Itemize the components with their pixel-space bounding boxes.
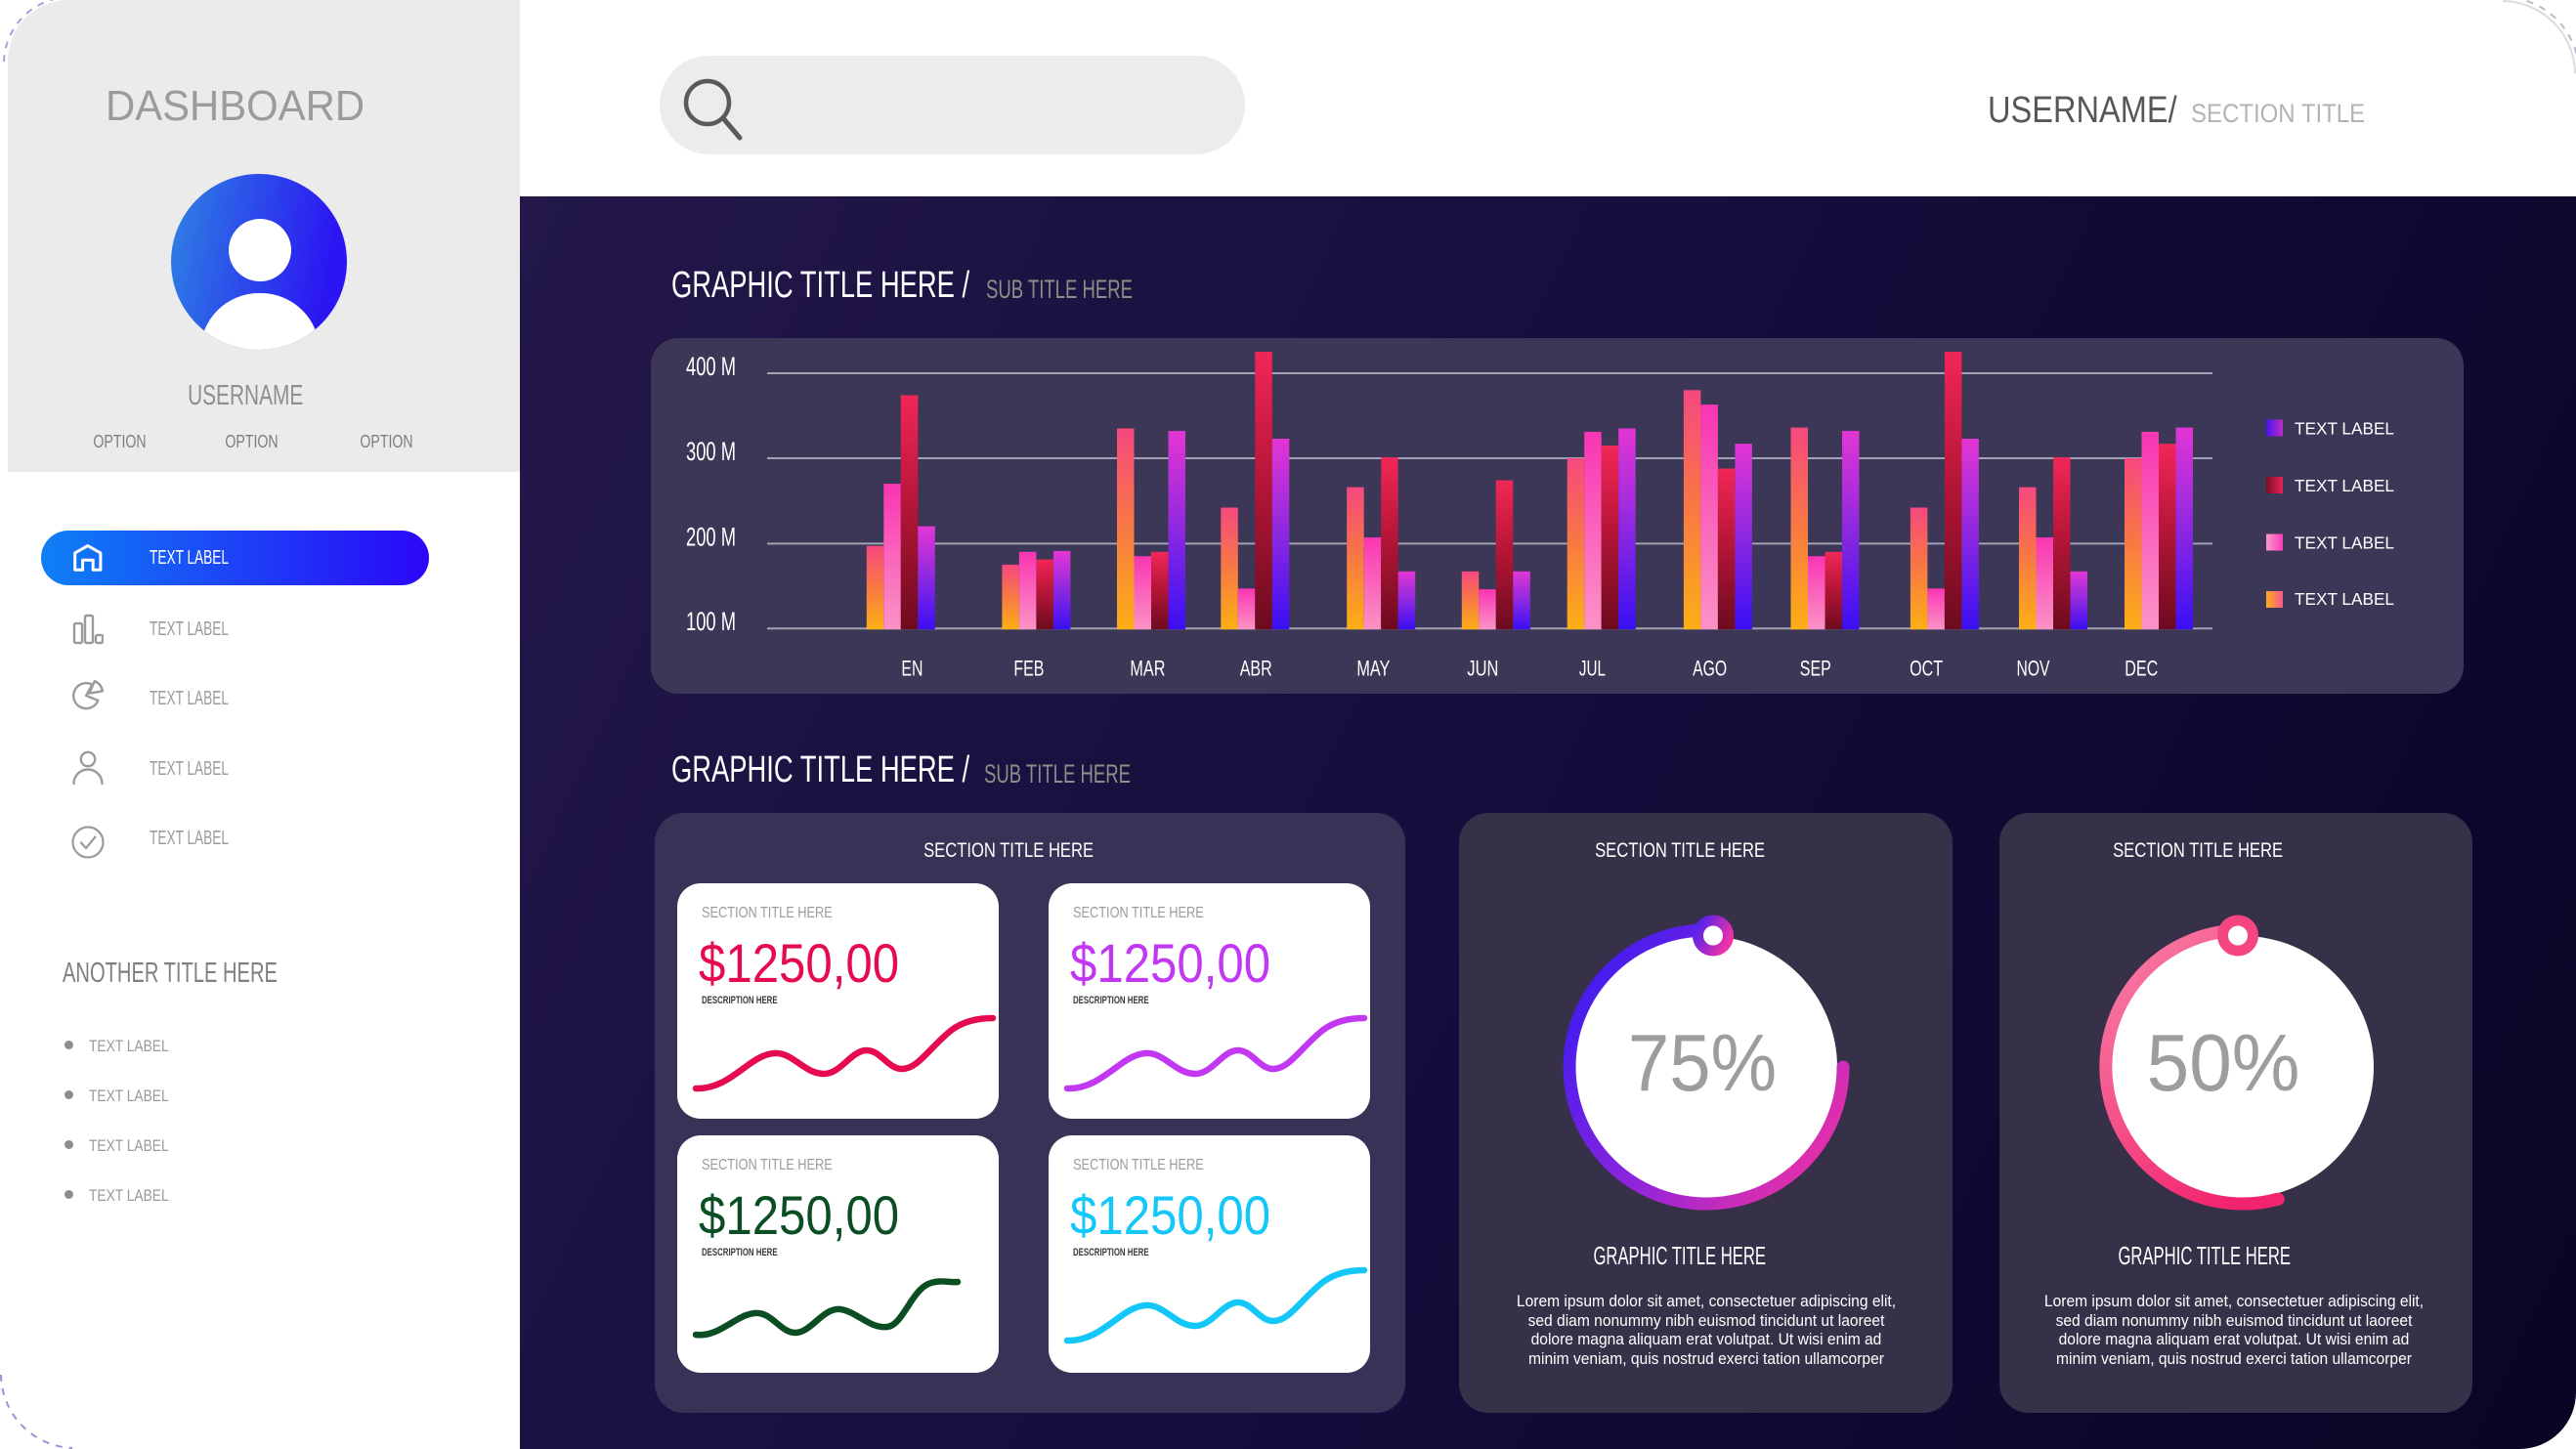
svg-text:TEXT LABEL: TEXT LABEL xyxy=(2295,533,2394,552)
svg-text:ABR: ABR xyxy=(1240,657,1272,681)
svg-text:TEXT LABEL: TEXT LABEL xyxy=(2295,476,2394,495)
svg-text:TEXT LABEL: TEXT LABEL xyxy=(2295,589,2394,609)
svg-text:EN: EN xyxy=(901,657,923,681)
svg-text:MAY: MAY xyxy=(1356,657,1390,681)
svg-text:MAR: MAR xyxy=(1130,657,1165,681)
svg-text:JUL: JUL xyxy=(1579,657,1606,681)
svg-text:400 M: 400 M xyxy=(686,352,736,381)
svg-text:300 M: 300 M xyxy=(686,437,736,466)
svg-text:SEP: SEP xyxy=(1800,657,1831,681)
svg-text:100 M: 100 M xyxy=(686,607,736,636)
svg-text:JUN: JUN xyxy=(1467,657,1498,681)
svg-text:DEC: DEC xyxy=(2125,657,2158,681)
svg-text:AGO: AGO xyxy=(1693,657,1727,681)
svg-text:FEB: FEB xyxy=(1013,657,1044,681)
svg-text:NOV: NOV xyxy=(2017,657,2050,681)
svg-text:OCT: OCT xyxy=(1910,657,1943,681)
svg-text:TEXT LABEL: TEXT LABEL xyxy=(2295,418,2394,438)
svg-text:200 M: 200 M xyxy=(686,522,736,551)
